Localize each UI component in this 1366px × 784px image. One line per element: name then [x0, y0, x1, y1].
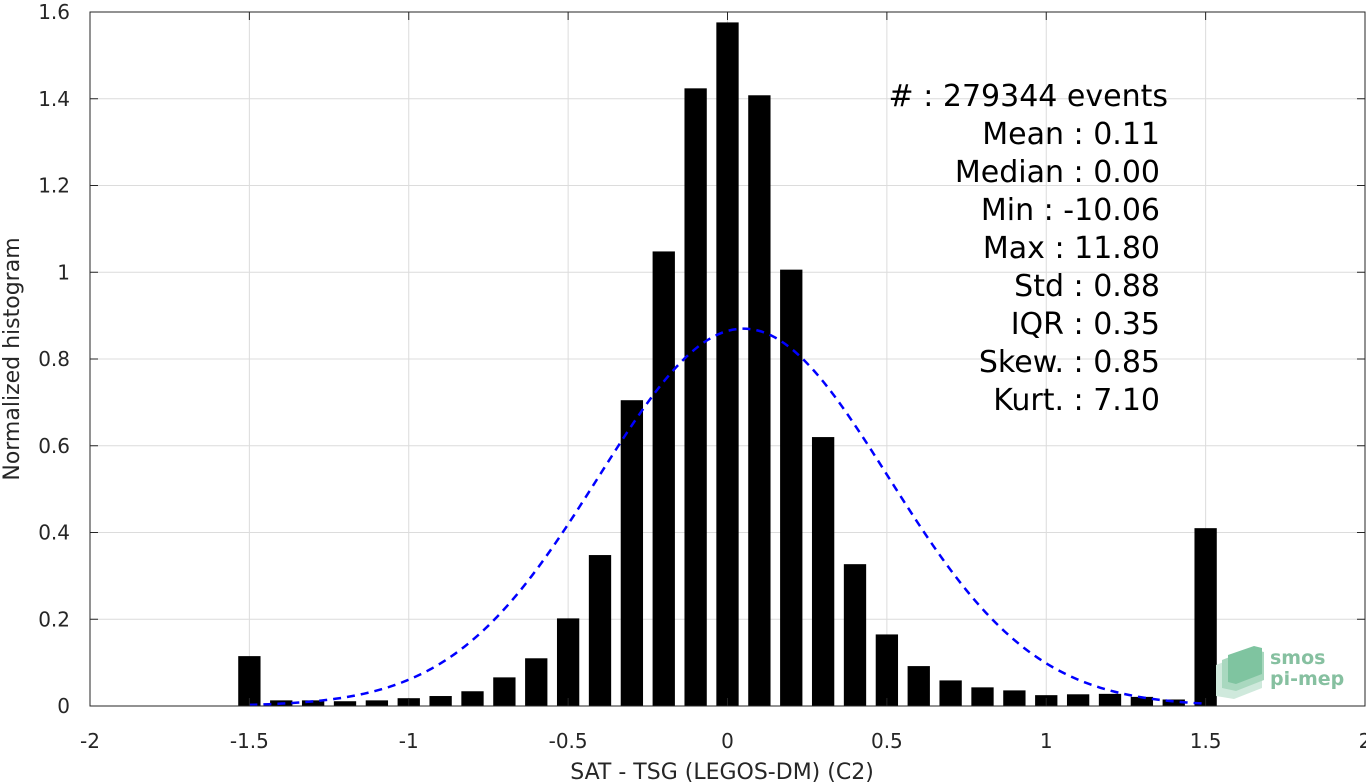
x-tick-label: -0.5	[549, 729, 588, 753]
y-tick-label: 0	[57, 694, 70, 718]
x-tick-labels: -2 -1.5 -1 -0.5 0 0.5 1 1.5 2	[80, 729, 1366, 753]
histogram-bar	[1066, 694, 1090, 706]
smos-pi-mep-logo: smos pi-mep	[1216, 646, 1344, 699]
histogram-bar	[525, 658, 548, 706]
stat-line: Kurt. : 7.10	[993, 383, 1160, 418]
x-tick-label: 1.5	[1190, 729, 1222, 753]
x-tick-label: -1	[399, 729, 419, 753]
stat-line: Median : 0.00	[955, 155, 1160, 190]
histogram-bar	[1130, 696, 1154, 706]
histogram-bar	[843, 564, 867, 706]
logo-graphic-icon	[1216, 646, 1264, 699]
x-tick-label: -2	[80, 729, 100, 753]
x-tick-label: 2	[1359, 729, 1366, 753]
histogram-bar	[748, 95, 771, 706]
histogram-bar	[716, 22, 739, 707]
logo-line-2: pi-mep	[1270, 668, 1344, 690]
histogram-bar	[907, 666, 930, 706]
stat-line: Min : -10.06	[981, 193, 1160, 228]
stat-line: Std : 0.88	[1014, 269, 1160, 304]
logo-line-1: smos	[1270, 647, 1325, 669]
histogram-bar	[811, 437, 835, 706]
x-tick-label: -1.5	[230, 729, 269, 753]
x-axis-title: SAT - TSG (LEGOS-DM) (C2)	[570, 760, 874, 784]
histogram-bar	[461, 691, 484, 706]
histogram-bar	[684, 88, 707, 707]
stat-line: IQR : 0.35	[1011, 307, 1160, 342]
y-tick-labels: 0 0.2 0.4 0.6 0.8 1 1.2 1.4 1.6	[38, 0, 70, 718]
y-tick-label: 1.6	[38, 0, 70, 24]
histogram-bar	[780, 269, 803, 706]
histogram-bar	[556, 618, 580, 706]
histogram-bar	[620, 400, 644, 706]
histogram-bar	[301, 700, 325, 706]
histogram-bar	[365, 700, 389, 706]
stat-line: # : 279344 events	[889, 79, 1168, 114]
y-tick-label: 1.4	[38, 87, 70, 111]
histogram-bar	[238, 656, 261, 706]
y-axis-title: Normalized histogram	[0, 237, 25, 480]
y-tick-label: 0.6	[38, 434, 70, 458]
stat-line: Skew. : 0.85	[979, 345, 1160, 380]
axis-ticks	[89, 11, 1366, 707]
x-tick-label: 0	[721, 729, 734, 753]
y-tick-label: 0.8	[38, 347, 70, 371]
histogram-bar	[939, 680, 962, 706]
y-tick-label: 0.2	[38, 607, 70, 631]
histogram-bars	[238, 22, 1217, 707]
histogram-bar	[652, 251, 675, 706]
y-tick-label: 1.2	[38, 174, 70, 198]
histogram-bar	[1194, 528, 1217, 706]
histogram-bar	[1162, 699, 1185, 706]
histogram-bar	[971, 687, 994, 706]
histogram-bar	[1003, 690, 1026, 706]
y-tick-label: 1	[57, 260, 70, 284]
histogram-bar	[429, 696, 452, 706]
stat-line: Max : 11.80	[983, 231, 1160, 266]
x-tick-label: 0.5	[871, 729, 903, 753]
histogram-bar	[493, 677, 516, 706]
histogram-bar	[875, 634, 899, 706]
histogram-bar	[588, 555, 612, 706]
x-tick-label: 1	[1040, 729, 1053, 753]
histogram-bar	[333, 701, 357, 706]
y-tick-label: 0.4	[38, 521, 70, 545]
histogram-bar	[1098, 693, 1122, 706]
stat-line: Mean : 0.11	[982, 117, 1160, 152]
